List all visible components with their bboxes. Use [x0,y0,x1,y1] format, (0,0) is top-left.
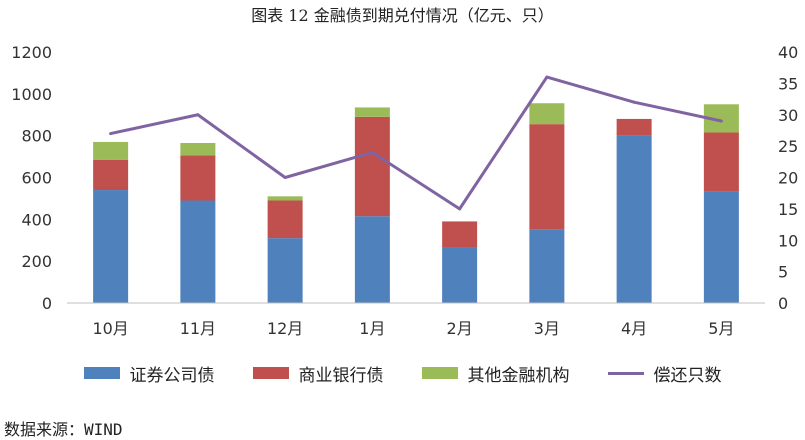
legend-swatch-other [421,367,458,379]
line-count-point [632,100,636,104]
x-tick-label: 11月 [180,319,216,338]
legend: 证券公司债 商业银行债 其他金融机构 偿还只数 [0,360,805,386]
bar-other [180,142,216,156]
bar-securities [93,190,129,303]
y-left-tick-label: 0 [42,294,52,313]
line-count-series [110,75,722,211]
bar-commercial-bank [93,159,129,191]
legend-label-commercial-bank: 商业银行债 [298,365,384,386]
x-tick-label: 2月 [447,319,473,338]
bar-securities [354,216,390,303]
bar-securities [180,200,216,303]
legend-item-count: 偿还只数 [607,361,722,386]
y-left-tick-label: 1000 [11,85,52,104]
bar-commercial-bank [354,116,390,217]
y-right-tick-label: 30 [778,106,798,125]
line-count-point [719,119,723,123]
y-left-tick-label: 400 [21,210,52,229]
bar-commercial-bank [180,155,216,201]
line-count-point [196,113,200,117]
line-count-point [283,176,287,179]
legend-item-securities: 证券公司债 [83,361,215,386]
bar-commercial-bank [267,200,303,239]
bar-securities [267,238,303,303]
bar-securities [703,191,739,303]
y-right-tick-label: 25 [778,137,798,156]
chart-title: 图表 12 金融债到期兑付情况（亿元、只） [251,6,554,25]
x-tick-label: 1月 [359,319,385,338]
bar-securities [529,229,565,303]
legend-item-commercial-bank: 商业银行债 [252,361,384,386]
legend-label-other: 其他金融机构 [467,365,570,386]
y-right-tick-label: 40 [778,43,798,62]
y-right-tick-label: 35 [778,74,798,93]
bar-commercial-bank [529,124,565,230]
y-right-tick-label: 0 [778,294,788,313]
line-count-point [370,150,374,154]
y-right-tick-label: 5 [778,263,788,282]
x-tick-label: 5月 [708,319,734,338]
y-right-tick-label: 10 [778,231,798,250]
legend-label-count: 偿还只数 [653,365,722,386]
bar-other [529,103,565,125]
y-right-tick-label: 20 [778,169,798,188]
x-tick-label: 10月 [92,319,128,338]
source-note: 数据来源：WIND [4,420,123,439]
bar-commercial-bank [442,221,478,248]
bar-other [267,196,303,201]
x-tick-label: 3月 [534,319,560,338]
y-left-tick-label: 1200 [11,43,52,62]
bar-commercial-bank [616,118,652,136]
bar-securities [616,135,652,303]
legend-swatch-commercial-bank [252,367,289,379]
line-count-point [109,132,113,136]
y-left-tick-label: 800 [21,127,52,146]
line-count-point [545,75,549,79]
legend-item-other: 其他金融机构 [421,361,570,386]
y-right-tick-label: 15 [778,200,798,219]
bar-other [354,107,390,117]
x-tick-label: 4月 [621,319,647,338]
bar-commercial-bank [703,132,739,192]
bar-other [93,141,129,160]
legend-label-securities: 证券公司债 [129,365,215,386]
legend-swatch-count [607,371,644,375]
y-left-tick-label: 200 [21,252,52,271]
line-count-point [458,207,462,211]
x-tick-label: 12月 [267,319,303,338]
legend-swatch-securities [83,367,120,379]
y-left-tick-label: 600 [21,169,52,188]
bar-securities [442,247,478,303]
